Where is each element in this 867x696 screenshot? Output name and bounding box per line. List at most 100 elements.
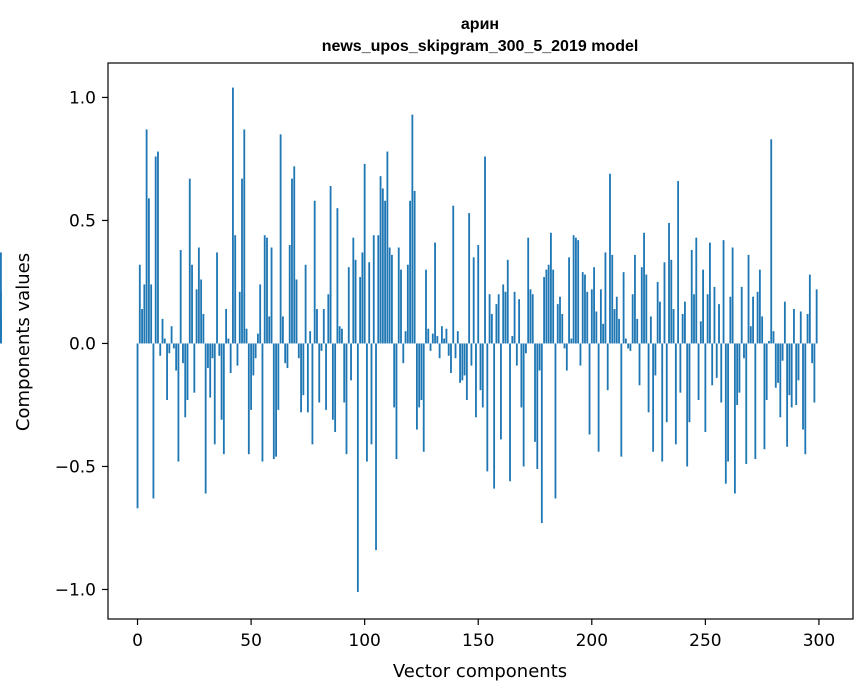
- bar-component-211: [615, 296, 618, 344]
- bar-component-158: [495, 304, 498, 344]
- bar-component-265: [738, 343, 741, 393]
- bar-component-170: [522, 343, 525, 467]
- bar-component-199: [588, 343, 591, 435]
- bar-component-91: [343, 343, 346, 403]
- bar-component-226: [649, 316, 652, 344]
- bar-component-21: [184, 343, 187, 418]
- bar-component-215: [624, 338, 627, 344]
- bar-component-192: [572, 235, 575, 344]
- bar-component-166: [513, 291, 516, 344]
- bar-component-143: [461, 343, 464, 381]
- bar-component-145: [465, 343, 468, 401]
- bar-component-273: [756, 291, 759, 344]
- bar-component-108: [381, 188, 384, 344]
- bar-component-155: [488, 294, 491, 344]
- bar-component-123: [415, 343, 418, 430]
- bar-component-198: [586, 291, 589, 344]
- y-tick-label: 0.0: [69, 334, 96, 354]
- bar-component-221: [638, 343, 641, 386]
- bar-component-208: [609, 173, 611, 344]
- bar-component-160: [500, 343, 502, 440]
- bar-component-101: [366, 343, 368, 462]
- bar-component-191: [570, 338, 573, 344]
- bar-component-17: [175, 343, 178, 371]
- bar-component-293: [802, 343, 804, 430]
- bar-component-276: [763, 343, 766, 450]
- bar-component-255: [715, 343, 718, 378]
- bar-component-98: [359, 277, 362, 344]
- x-axis-ticks: 0 50 100 150 200 250 300: [132, 619, 835, 651]
- bar-component-164: [509, 343, 511, 482]
- bar-component-149: [475, 343, 477, 418]
- bar-component-63: [279, 134, 282, 344]
- bar-component-15: [170, 326, 173, 344]
- bar-component-86: [331, 343, 334, 420]
- bar-component-217: [629, 343, 632, 351]
- bar-component-256: [718, 304, 720, 344]
- bar-component-75: [306, 343, 309, 413]
- bar-component-67: [288, 245, 291, 344]
- y-tick-label: 1.0: [69, 88, 96, 108]
- bar-component-227: [652, 343, 655, 452]
- bar-component-248: [699, 321, 702, 344]
- bar-component-147: [470, 343, 473, 366]
- bar-component-154: [486, 343, 489, 472]
- bar-component-144: [463, 343, 466, 376]
- bar-component-207: [606, 343, 609, 391]
- bar-component-97: [356, 343, 359, 592]
- bar-component-137: [447, 343, 450, 356]
- bar-component-193: [574, 237, 577, 344]
- bar-component-55: [261, 343, 264, 462]
- bar-component-7: [152, 343, 155, 499]
- bar-component-220: [636, 318, 639, 344]
- bar-component-87: [334, 343, 337, 433]
- bar-component-292: [799, 311, 802, 344]
- bar-component-140: [454, 343, 457, 359]
- bar-component-150: [477, 245, 480, 344]
- bar-component-136: [445, 328, 448, 344]
- bar-component-20: [182, 343, 184, 364]
- bar-component-68: [291, 178, 293, 344]
- bar-component-233: [665, 343, 668, 423]
- bar-component-157: [493, 343, 496, 489]
- bar-component-16: [172, 343, 175, 349]
- bar-component-153: [484, 156, 486, 344]
- bar-component-113: [393, 343, 396, 408]
- bar-component-70: [295, 279, 298, 344]
- bar-component-148: [472, 257, 475, 344]
- bar-component-41: [229, 343, 232, 373]
- bar-component-109: [384, 200, 387, 344]
- bar-component-10: [159, 343, 162, 356]
- bar-component-252: [709, 242, 711, 344]
- bar-component-280: [772, 331, 775, 344]
- bar-component-112: [391, 254, 393, 344]
- bar-component-230: [659, 301, 661, 344]
- bar-component-31: [207, 343, 209, 369]
- bar-component-22: [186, 343, 189, 401]
- bar-component-95: [352, 237, 355, 344]
- bar-component-43: [234, 235, 237, 344]
- bar-component-103: [370, 343, 373, 445]
- bars-group: [0, 87, 818, 592]
- bar-component-115: [397, 247, 400, 344]
- bar-component-291: [797, 343, 800, 381]
- bar-component-25: [193, 343, 196, 393]
- bar-component-38: [222, 343, 225, 455]
- bar-component-6: [150, 284, 153, 344]
- bar-component-71: [297, 343, 300, 359]
- bar-component-74: [304, 264, 307, 344]
- bar-component-152: [481, 343, 484, 408]
- bar-component-185: [556, 304, 559, 344]
- bar-component-235: [670, 259, 673, 344]
- bar-component-242: [686, 343, 689, 467]
- x-axis-label: Vector components: [393, 661, 567, 682]
- bar-component-14: [168, 343, 171, 354]
- bar-component-263: [733, 343, 736, 494]
- bar-component-225: [647, 343, 650, 413]
- bar-component-117: [402, 343, 405, 364]
- bar-component-237: [674, 343, 677, 445]
- bar-component-206: [604, 252, 607, 344]
- bar-component-204: [599, 289, 602, 344]
